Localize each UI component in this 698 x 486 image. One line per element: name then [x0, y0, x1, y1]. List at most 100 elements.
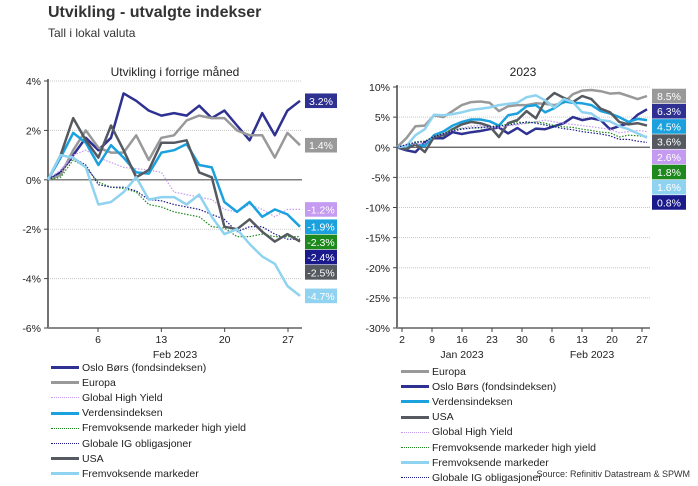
chart-title: Utvikling i forrige måned: [111, 65, 240, 79]
legend-swatch: [401, 431, 429, 433]
legend-swatch: [401, 400, 429, 404]
end-value-label-text: -2.3%: [307, 237, 334, 249]
legend-label: USA: [432, 411, 454, 424]
end-value-label-bg: [652, 195, 686, 210]
end-value-label-bg: [652, 119, 686, 134]
series-line-global-high-yield: [396, 119, 648, 148]
legend-swatch: [401, 447, 429, 449]
end-value-label-text: 8.5%: [657, 91, 681, 103]
y-tick-label: -10%: [365, 203, 390, 215]
legend-swatch: [51, 411, 79, 415]
legend-item: Fremvoksende markeder high yield: [51, 421, 246, 436]
y-tick-label: 4%: [26, 76, 41, 88]
y-tick-label: -2%: [22, 224, 41, 236]
legend-label: Verdensindeksen: [82, 407, 163, 420]
legend-label: Europa: [82, 376, 116, 389]
end-value-label: -4.7%: [305, 288, 337, 304]
x-tick-label: 6: [549, 334, 555, 346]
series-line-globale-ig-obligasjoner: [396, 121, 648, 148]
legend-item: Globale IG obligasjoner: [401, 470, 596, 485]
y-tick-label: -30%: [365, 323, 390, 335]
legend-swatch: [401, 385, 429, 389]
legend-item: USA: [51, 451, 246, 466]
series-line-fremvoksende-markeder: [396, 94, 648, 149]
end-value-label-text: 3.2%: [309, 96, 333, 108]
legend-swatch: [401, 461, 429, 465]
x-tick-label: 27: [282, 334, 294, 346]
y-tick-label: 0%: [375, 142, 390, 154]
end-value-label: 1.8%: [652, 164, 686, 180]
end-value-label: -2.4%: [305, 249, 337, 265]
end-value-label: 3.2%: [305, 93, 337, 109]
legend-item: Oslo Børs (fondsindeksen): [401, 379, 596, 394]
legend-label: USA: [82, 452, 104, 465]
legend-item: Globale IG obligasjoner: [51, 436, 246, 451]
legend-item: USA: [401, 410, 596, 425]
end-value-label-bg: [652, 164, 686, 180]
y-tick-label: -5%: [371, 172, 390, 184]
chart-title: 2023: [510, 65, 537, 79]
x-tick-label: 20: [606, 334, 618, 346]
y-tick-label: -4%: [22, 274, 41, 286]
end-value-label-bg: [305, 93, 337, 109]
legend-label: Globale IG obligasjoner: [432, 471, 542, 484]
series-line-fremvoksende-markeder: [46, 153, 301, 297]
end-value-label-text: 1.8%: [657, 167, 681, 179]
end-value-label-bg: [652, 103, 686, 119]
series-line-europa: [47, 114, 301, 181]
end-value-label-bg: [305, 265, 337, 280]
end-value-label-text: -4.7%: [307, 291, 334, 303]
y-tick-label: -6%: [22, 323, 41, 335]
end-value-label-text: 1.4%: [309, 140, 333, 152]
x-tick-label: 30: [516, 334, 528, 346]
legend-item: Global High Yield: [401, 425, 596, 440]
page-title: Utvikling - utvalgte indekser: [48, 4, 262, 21]
end-value-label-bg: [652, 134, 686, 149]
legend-label: Europa: [432, 365, 466, 378]
legend-label: Fremvoksende markeder high yield: [432, 441, 596, 454]
end-value-label-text: 0.8%: [657, 197, 681, 209]
end-value-label-bg: [305, 137, 337, 153]
x-axis-group-label: Jan 2023: [440, 349, 483, 361]
end-value-label-text: 6.3%: [657, 106, 681, 118]
y-tick-label: -15%: [365, 233, 390, 245]
x-tick-label: 6: [95, 334, 101, 346]
series-line-oslo-b-rs-fondsindeksen-: [396, 108, 648, 154]
legend-label: Fremvoksende markeder: [432, 456, 549, 469]
page-subtitle: Tall i lokal valuta: [48, 26, 136, 40]
end-value-label: 1.4%: [305, 137, 337, 153]
y-tick-label: 5%: [375, 112, 390, 124]
series-line-fremvoksende-markeder-high-yield: [396, 121, 648, 148]
legend-item: Fremvoksende markeder: [401, 455, 596, 470]
end-value-label-bg: [305, 219, 337, 235]
end-value-label: 1.6%: [652, 179, 686, 195]
legend-label: Globale IG obligasjoner: [82, 437, 192, 450]
end-value-label-text: -1.9%: [307, 222, 334, 234]
legend-2023: Europa Oslo Børs (fondsindeksen) Verdensin…: [401, 364, 596, 486]
legend-label: Global High Yield: [82, 391, 163, 404]
legend-label: Global High Yield: [432, 426, 513, 439]
legend-item: Verdensindeksen: [401, 394, 596, 409]
series-line-usa: [396, 91, 648, 154]
y-tick-label: 10%: [369, 82, 390, 94]
legend-item: Europa: [401, 364, 596, 379]
end-value-label-bg: [652, 179, 686, 195]
legend-previous-month: Oslo Børs (fondsindeksen) Europa Global Hi…: [51, 360, 246, 482]
end-value-label: -2.3%: [305, 234, 337, 250]
x-tick-label: 16: [456, 334, 468, 346]
end-value-label: -2.5%: [305, 265, 337, 280]
end-value-label-text: 3.6%: [657, 137, 681, 149]
end-value-label-bg: [652, 88, 686, 104]
legend-label: Fremvoksende markeder: [82, 467, 199, 480]
legend-swatch: [401, 477, 429, 479]
legend-label: Oslo Børs (fondsindeksen): [82, 361, 207, 374]
end-value-label-text: 1.6%: [657, 182, 681, 194]
end-value-label: -1.9%: [305, 219, 337, 235]
end-value-label-bg: [305, 249, 337, 265]
x-tick-label: 13: [576, 334, 588, 346]
end-value-label-bg: [305, 234, 337, 250]
series-line-verdensindeksen: [46, 131, 301, 228]
legend-label: Oslo Børs (fondsindeksen): [432, 380, 557, 393]
y-tick-label: 2%: [26, 125, 41, 137]
